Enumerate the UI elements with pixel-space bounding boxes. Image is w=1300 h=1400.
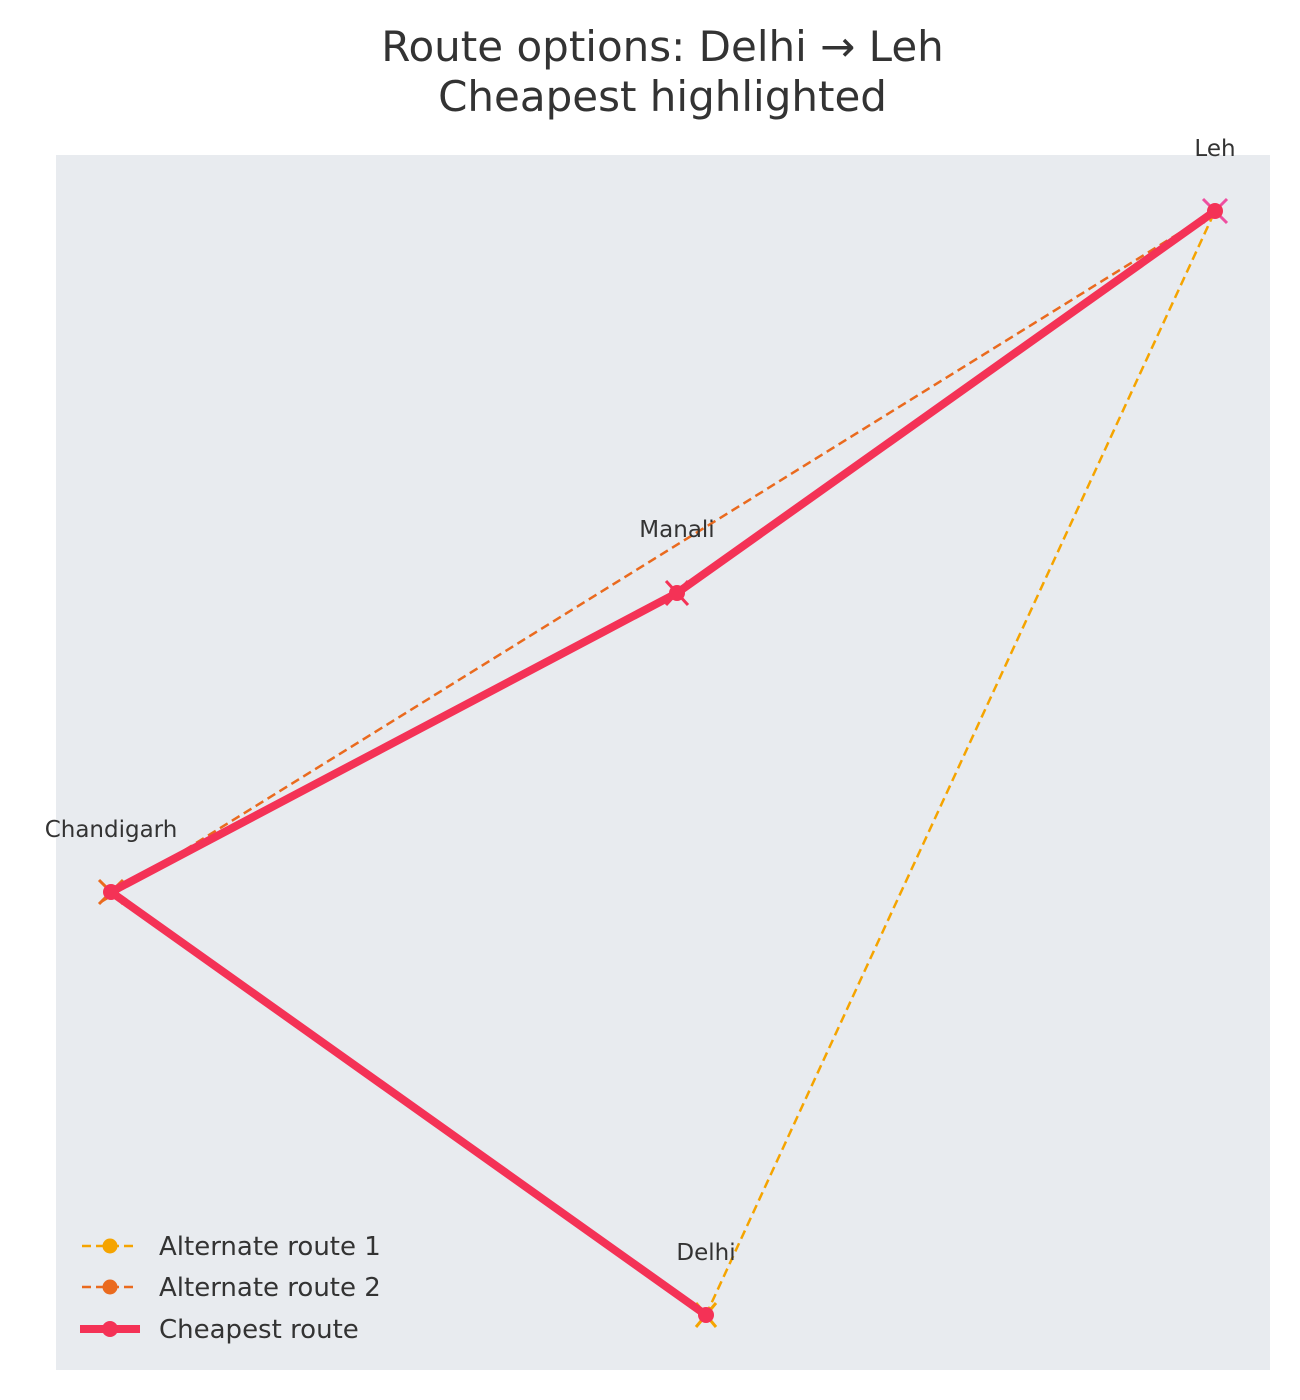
chart-title-line-2: Cheapest highlighted	[438, 72, 887, 121]
chart-title-line-1: Route options: Delhi → Leh	[381, 22, 944, 71]
legend-label-alternate-route-1: Alternate route 1	[159, 1232, 381, 1262]
legend-item-alternate-route-1: Alternate route 1	[82, 1232, 381, 1262]
cheapest-route-point-delhi	[698, 1307, 714, 1323]
legend-label-cheapest-route: Cheapest route	[159, 1315, 359, 1345]
alternate-route-2-line	[100, 209, 1216, 904]
cheapest-route-line	[107, 207, 1219, 1319]
legend-item-alternate-route-2: Alternate route 2	[82, 1273, 381, 1303]
chart-title: Route options: Delhi → Leh Cheapest high…	[0, 22, 1300, 122]
cheapest-route-point-manali	[669, 585, 685, 601]
cheapest-route-point-chandigarh	[103, 884, 119, 900]
city-label-manali: Manali	[639, 517, 714, 543]
city-label-chandigarh: Chandigarh	[45, 817, 178, 843]
plot-background	[56, 155, 1270, 1370]
legend-label-alternate-route-2: Alternate route 2	[159, 1273, 381, 1303]
city-label-leh: Leh	[1194, 136, 1235, 162]
legend-item-cheapest-route: Cheapest route	[80, 1315, 359, 1345]
legend: Alternate route 1 Alternate route 2 Chea…	[80, 1232, 381, 1345]
alternate-route-1-line	[704, 210, 1217, 1316]
cheapest-route-point-leh	[1207, 203, 1223, 219]
city-label-delhi: Delhi	[676, 1240, 735, 1266]
